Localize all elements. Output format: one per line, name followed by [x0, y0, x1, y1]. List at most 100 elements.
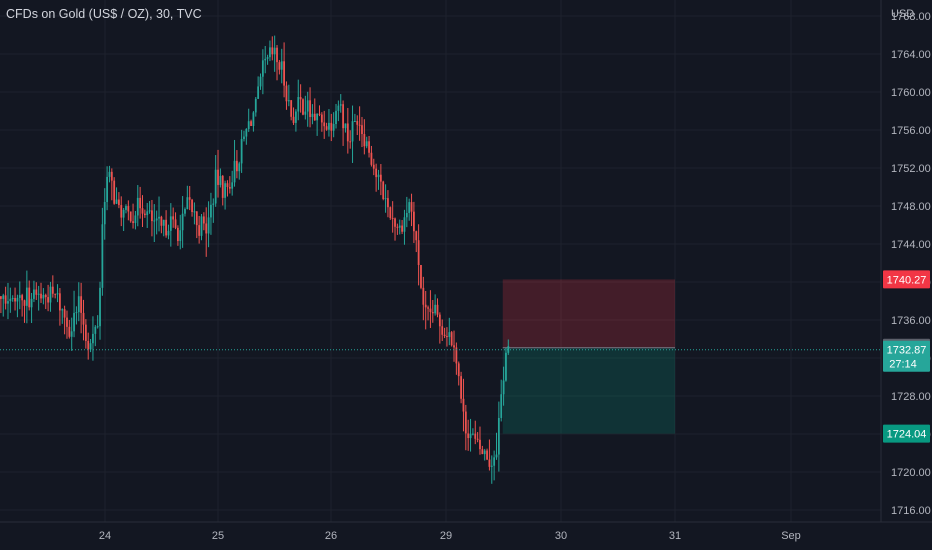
candle-body	[47, 297, 49, 303]
candle-body	[481, 449, 484, 455]
candle-body	[219, 175, 222, 185]
candle-body	[106, 176, 108, 203]
candle-body	[207, 217, 210, 234]
candle-body	[290, 100, 293, 117]
candle-body	[75, 312, 78, 314]
candle-body	[467, 433, 470, 439]
y-tick-label: 1756.00	[891, 125, 931, 137]
candle-body	[271, 47, 274, 55]
candle-body	[193, 211, 196, 213]
candle-body	[368, 141, 370, 153]
candle-body	[200, 216, 203, 236]
candle-body	[61, 309, 64, 311]
candle-body	[113, 180, 116, 204]
candle-body	[431, 312, 434, 314]
y-tick-label: 1736.00	[891, 315, 931, 327]
candle-body	[226, 183, 229, 188]
candle-body	[382, 181, 385, 199]
price-badge-label: 1724.04	[887, 429, 927, 441]
candle-body	[330, 122, 333, 131]
candle-body	[408, 202, 411, 213]
candle-body	[101, 224, 104, 288]
candle-body	[2, 295, 5, 299]
candle-body	[228, 187, 231, 189]
candle-body	[254, 98, 257, 113]
candle-body	[92, 333, 94, 344]
candle-body	[420, 265, 422, 288]
candle-body	[160, 216, 163, 226]
candle-body	[125, 206, 127, 210]
candle-body	[417, 240, 420, 266]
candle-body	[283, 61, 285, 86]
candle-body	[479, 439, 481, 450]
x-tick-label: 31	[669, 530, 681, 542]
candle-body	[122, 209, 125, 218]
candle-body	[377, 174, 380, 178]
candle-body	[139, 197, 142, 209]
candle-body	[313, 113, 316, 121]
candle-body	[266, 57, 269, 59]
candle-body	[320, 114, 323, 123]
candle-body	[82, 312, 85, 325]
candle-body	[285, 85, 288, 102]
candle-body	[257, 86, 260, 99]
candle-body	[490, 465, 493, 467]
candle-body	[14, 298, 16, 302]
candle-body	[4, 295, 7, 304]
long-position-tool	[502, 279, 675, 434]
candle-body	[250, 121, 252, 126]
candle-body	[37, 293, 40, 295]
candle-body	[179, 230, 182, 242]
candle-body	[129, 211, 132, 222]
candle-body	[460, 376, 462, 399]
candle-body	[245, 128, 248, 137]
candle-body	[247, 121, 250, 129]
candle-body	[306, 100, 309, 112]
candle-body	[261, 60, 264, 77]
y-tick-label: 1720.00	[891, 467, 931, 479]
candle-body	[302, 99, 304, 115]
candle-body	[132, 221, 134, 223]
candle-body	[177, 227, 179, 242]
candle-body	[66, 317, 68, 327]
candle-body	[318, 113, 321, 115]
candle-body	[172, 216, 175, 220]
candle-body	[448, 332, 451, 338]
candle-body	[212, 203, 215, 205]
price-badge-label: 1740.27	[887, 274, 927, 286]
candle-body	[424, 304, 427, 308]
candle-body	[507, 346, 510, 353]
candle-body	[259, 76, 262, 87]
candle-body	[115, 199, 118, 204]
candle-body	[389, 207, 392, 218]
y-tick-label: 1744.00	[891, 239, 931, 251]
candle-body	[217, 169, 219, 185]
candle-body	[401, 225, 403, 232]
candle-body	[311, 113, 314, 118]
candle-body	[391, 217, 394, 219]
candle-body	[94, 326, 97, 334]
candle-body	[49, 286, 52, 303]
candle-body	[141, 208, 144, 214]
candle-body	[450, 332, 453, 346]
candle-body	[299, 97, 302, 100]
y-tick-label: 1752.00	[891, 163, 931, 175]
candle-body	[443, 334, 446, 336]
candle-body	[198, 225, 201, 236]
candle-body	[297, 97, 300, 112]
candle-body	[134, 215, 137, 223]
countdown-label: 27:14	[889, 359, 917, 371]
x-tick-label: 24	[99, 530, 111, 542]
candle-body	[413, 211, 415, 232]
candle-body	[70, 331, 73, 337]
candle-body	[434, 304, 437, 314]
candle-body	[346, 123, 349, 142]
candle-body	[500, 394, 503, 418]
candle-body	[188, 197, 191, 200]
candle-body	[323, 122, 326, 127]
candle-body	[316, 113, 319, 121]
candle-body	[361, 125, 363, 135]
candle-body	[469, 433, 472, 439]
